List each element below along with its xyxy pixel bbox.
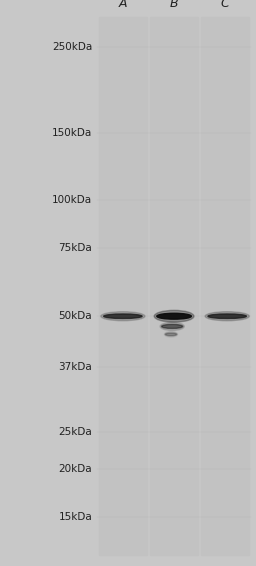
- Ellipse shape: [104, 314, 142, 319]
- Ellipse shape: [164, 332, 178, 337]
- Text: 50kDa: 50kDa: [59, 311, 92, 321]
- Text: C: C: [221, 0, 230, 10]
- Bar: [99, 17, 147, 555]
- Ellipse shape: [160, 323, 184, 331]
- Text: 20kDa: 20kDa: [59, 464, 92, 474]
- Text: 150kDa: 150kDa: [52, 128, 92, 138]
- Ellipse shape: [101, 312, 145, 321]
- Ellipse shape: [208, 314, 246, 319]
- Text: 250kDa: 250kDa: [52, 42, 92, 53]
- Text: 75kDa: 75kDa: [58, 243, 92, 254]
- Text: 37kDa: 37kDa: [58, 362, 92, 371]
- Bar: [201, 17, 249, 555]
- Text: 25kDa: 25kDa: [58, 427, 92, 437]
- Ellipse shape: [165, 333, 177, 336]
- Text: 100kDa: 100kDa: [52, 195, 92, 205]
- Ellipse shape: [162, 324, 183, 328]
- Ellipse shape: [157, 314, 191, 319]
- Text: A: A: [119, 0, 127, 10]
- Text: B: B: [170, 0, 178, 10]
- Bar: [150, 17, 198, 555]
- Ellipse shape: [154, 310, 194, 322]
- Text: 15kDa: 15kDa: [58, 512, 92, 522]
- Ellipse shape: [205, 312, 249, 321]
